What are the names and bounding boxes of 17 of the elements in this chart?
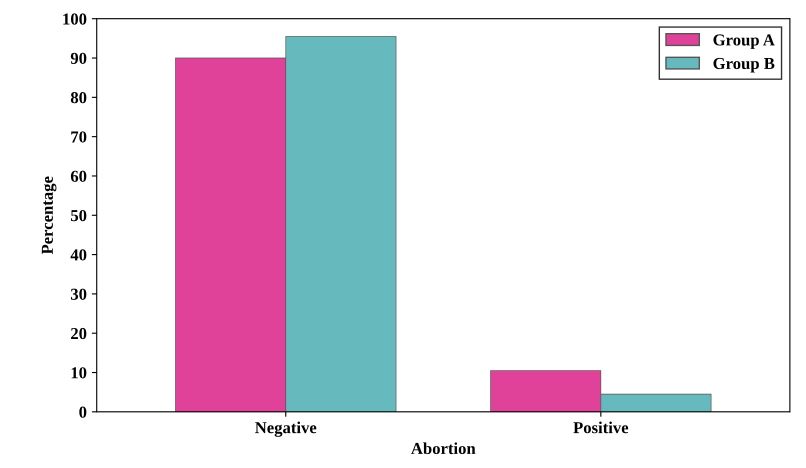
legend-label: Group B xyxy=(713,58,774,72)
y-tick-label: 30 xyxy=(70,288,86,300)
y-tick-label: 50 xyxy=(71,210,86,222)
legend-label: Group A xyxy=(713,34,775,49)
y-tick-label: 20 xyxy=(71,328,86,340)
x-axis-title: Abortion xyxy=(411,442,476,454)
y-tick-label: 40 xyxy=(70,249,86,261)
y-tick-label: 0 xyxy=(79,406,86,418)
y-tick-label: 10 xyxy=(72,367,86,378)
y-tick-label: 90 xyxy=(70,52,86,64)
y-tick-label: 80 xyxy=(70,92,86,104)
y-axis-title: Percentage xyxy=(42,176,56,254)
x-tick-label: Negative xyxy=(255,422,316,437)
y-tick-label: 60 xyxy=(70,170,86,182)
y-tick-label: 100 xyxy=(63,13,86,25)
y-tick-label: 70 xyxy=(71,131,86,143)
x-tick-label: Positive xyxy=(573,422,628,434)
